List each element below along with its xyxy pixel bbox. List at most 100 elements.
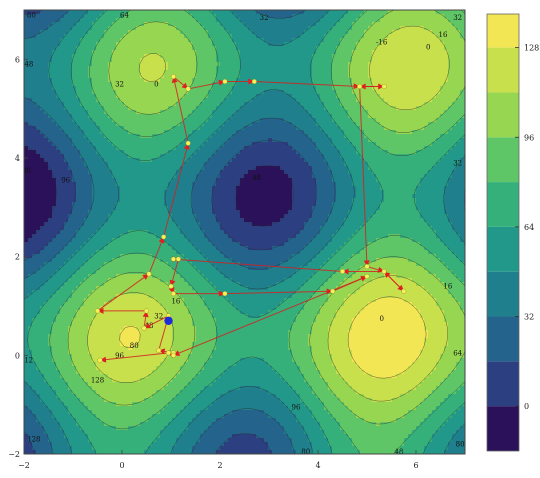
path-point <box>340 268 346 274</box>
contour-field <box>24 10 465 454</box>
x-tick-label: −2 <box>18 461 30 470</box>
contour-label: 16 <box>438 31 447 39</box>
path-point <box>381 268 387 274</box>
optimization-path <box>94 74 407 363</box>
contour-label: 80 <box>301 448 310 456</box>
x-tick-label: 6 <box>413 461 418 470</box>
contour-label: 80 <box>27 11 36 19</box>
y-tick-label: 0 <box>15 351 20 360</box>
contour-line <box>67 10 465 425</box>
y-tick-label: 2 <box>15 253 20 262</box>
contour-line <box>24 10 317 454</box>
contour-line <box>49 10 465 454</box>
colorbar-tick-label: 0 <box>524 402 529 411</box>
contour-label: 80 <box>22 167 31 175</box>
path-point <box>357 83 363 89</box>
contour-label: 32 <box>453 159 462 167</box>
path-arrowhead <box>363 260 370 267</box>
path-point <box>168 283 174 289</box>
contour-label: 96 <box>291 404 300 412</box>
colorbar-tick-label: 128 <box>524 44 539 53</box>
plot-frame <box>23 9 466 455</box>
path-point <box>330 288 336 294</box>
colorbar-swatch <box>487 92 519 138</box>
contour-line <box>24 10 465 454</box>
path-segment <box>148 236 165 275</box>
x-tick-label: 2 <box>217 461 222 470</box>
contour-label: 64 <box>453 349 462 357</box>
path-point <box>185 86 191 92</box>
path-point <box>364 264 370 270</box>
contour-label: 32 <box>154 312 163 320</box>
path-point <box>146 271 152 277</box>
contour-line <box>24 145 295 242</box>
path-segment <box>97 273 150 312</box>
contour-label: 32 <box>115 80 124 88</box>
colorbar-tick-label: 32 <box>524 313 534 322</box>
path-arrowhead <box>142 310 149 318</box>
path-arrowhead <box>353 83 360 90</box>
path-segment <box>172 76 189 144</box>
colorbar-swatch <box>487 361 519 407</box>
path-arrowhead <box>97 307 104 314</box>
contour-labels: 80 64 32 32 48 16 0 -16 32 0 80 96 32 48 16 0 32 16 48 80 96… <box>20 11 465 456</box>
path-point <box>170 352 176 358</box>
contour-label: 0 <box>154 80 158 88</box>
path-point <box>170 291 176 297</box>
path-segment <box>359 86 368 267</box>
path-point <box>94 308 100 314</box>
contour-label: 48 <box>252 174 261 182</box>
path-point <box>166 350 172 356</box>
colorbar-swatch <box>487 182 519 227</box>
contour-label: 0 <box>426 43 430 51</box>
path-segment <box>188 81 225 90</box>
contour-label: 128 <box>27 436 40 444</box>
path-point <box>141 325 147 331</box>
path-segment <box>254 81 360 87</box>
contour-label: 112 <box>20 357 33 365</box>
contour-label: 96 <box>115 352 124 360</box>
contour-label: 80 <box>456 441 465 449</box>
contour-line <box>87 25 450 402</box>
path-segment <box>163 143 189 238</box>
path-segment <box>173 258 343 272</box>
colorbar-tick-label: 96 <box>524 133 534 142</box>
colorbar-swatch <box>487 406 519 451</box>
path-segment <box>173 275 368 356</box>
colorbar-tick-label: 64 <box>524 223 534 232</box>
path-arrowhead <box>99 356 107 363</box>
colorbar-swatch <box>487 271 519 317</box>
path-point <box>175 256 181 262</box>
contour-label: 32 <box>260 14 269 22</box>
x-tick-label: 0 <box>119 461 124 470</box>
colorbar-swatch <box>487 14 519 48</box>
path-point <box>401 288 407 294</box>
path-point <box>97 357 103 363</box>
contour-line <box>27 10 465 454</box>
y-tick-label: 4 <box>15 154 20 163</box>
contour-line <box>24 10 465 454</box>
path-arrowhead <box>359 83 366 90</box>
path-point <box>364 273 370 279</box>
contour-label: 16 <box>443 283 452 291</box>
path-point <box>381 83 387 89</box>
y-axis-ticks: −2 0 2 4 6 <box>8 55 28 459</box>
path-segment <box>99 352 169 361</box>
contour-lines <box>24 10 465 454</box>
x-tick-label: 4 <box>315 461 320 470</box>
path-point <box>161 234 167 240</box>
contour-label: 96 <box>61 177 70 185</box>
contour-line <box>119 296 427 379</box>
contour-label: 80 <box>130 342 139 350</box>
colorbar-swatch <box>487 226 519 272</box>
contour-label: -16 <box>376 39 388 47</box>
contour-label: 48 <box>24 61 33 69</box>
path-segment <box>224 290 333 295</box>
contour-label: 64 <box>120 11 129 19</box>
colorbar: 128 96 64 32 0 <box>486 13 539 452</box>
path-point <box>185 140 191 146</box>
path-point <box>143 308 149 314</box>
path-point <box>251 79 257 85</box>
path-point <box>170 74 176 80</box>
path-point <box>222 79 228 85</box>
